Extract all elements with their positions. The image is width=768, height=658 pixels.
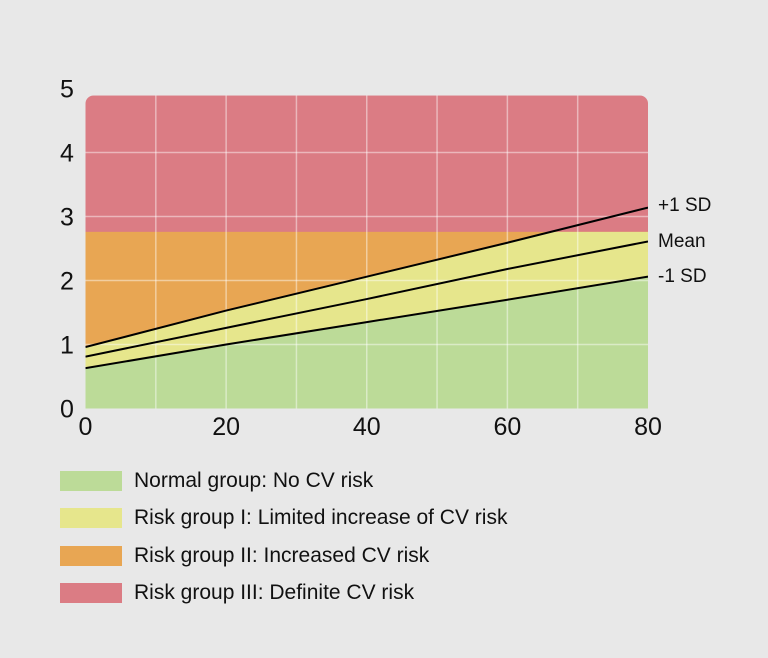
series-line	[85, 206, 648, 349]
chart: +1 SD Mean -1 SD 0 20 40 60 80 0 1 2 3 4 5	[60, 76, 711, 442]
y-tick-label: 5	[60, 76, 74, 104]
legend-swatch	[60, 508, 122, 529]
legend-swatch	[60, 470, 122, 491]
y-tick-label: 2	[60, 268, 74, 296]
legend-label: Risk group I: Limited increase of CV ris…	[134, 506, 508, 530]
series-line	[85, 240, 648, 358]
legend-label: Normal group: No CV risk	[134, 468, 374, 492]
legend-swatch	[60, 583, 122, 604]
x-tick-label: 0	[79, 413, 93, 441]
legend-item-risk-2: Risk group II: Increased CV risk	[60, 537, 507, 575]
legend-label: Risk group III: Definite CV risk	[134, 581, 415, 605]
y-tick-label: 3	[60, 204, 74, 232]
y-tick-label: 0	[60, 396, 74, 424]
y-tick-label: 4	[60, 140, 74, 168]
y-tick-label: 1	[60, 332, 74, 360]
x-tick-label: 60	[493, 413, 521, 441]
legend-label: Risk group II: Increased CV risk	[134, 543, 430, 567]
region-normal	[85, 276, 648, 409]
legend-item-normal: Normal group: No CV risk	[60, 462, 507, 500]
x-tick-label: 20	[212, 413, 240, 441]
series-line	[85, 275, 648, 370]
legend-item-risk-3: Risk group III: Definite CV risk	[60, 575, 507, 613]
legend: Normal group: No CV risk Risk group I: L…	[60, 462, 507, 612]
legend-item-risk-1: Risk group I: Limited increase of CV ris…	[60, 500, 507, 538]
x-tick-label: 40	[353, 413, 381, 441]
series-label: +1 SD	[658, 195, 711, 216]
plot-area	[85, 95, 648, 409]
series-label: Mean	[658, 231, 706, 252]
legend-swatch	[60, 545, 122, 566]
series-label: -1 SD	[658, 266, 707, 287]
x-tick-label: 80	[634, 413, 662, 441]
